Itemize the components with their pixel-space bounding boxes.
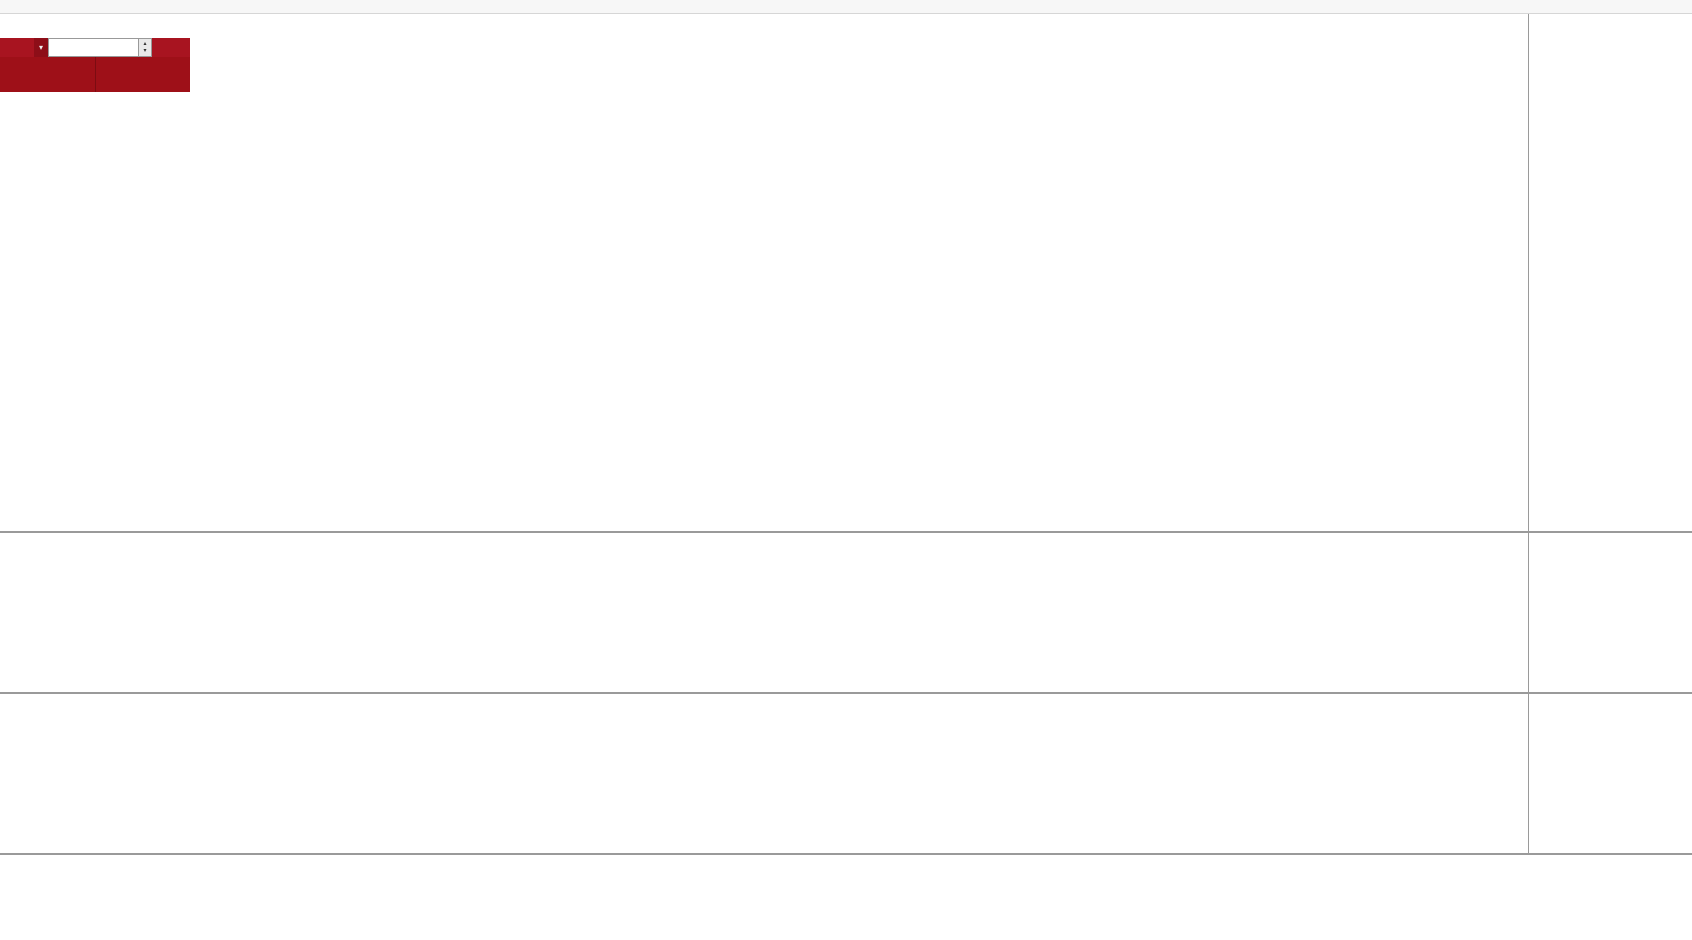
- stepper-down-icon: ▾: [143, 47, 147, 54]
- one-click-trading-panel: ▾ ▴ ▾: [0, 38, 190, 92]
- panel-separator[interactable]: [0, 692, 1692, 694]
- macd-canvas[interactable]: [0, 533, 1528, 692]
- volume-stepper[interactable]: ▴ ▾: [139, 38, 152, 57]
- axis-divider: [1528, 14, 1529, 855]
- chart-annotations-layer: [0, 14, 1528, 531]
- sell-button[interactable]: [0, 38, 34, 57]
- volume-input[interactable]: [48, 38, 139, 57]
- price-chart-canvas[interactable]: [0, 14, 1528, 531]
- rsi-canvas[interactable]: [0, 695, 1528, 853]
- macd-axis[interactable]: [1529, 533, 1591, 692]
- toolbar-icon-group: [0, 0, 1692, 14]
- price-chart-panel: ▾ ▴ ▾: [0, 14, 1528, 531]
- volume-dropdown-button[interactable]: ▾: [34, 38, 48, 57]
- rsi-axis[interactable]: [1529, 695, 1591, 853]
- price-axis[interactable]: [1529, 14, 1591, 531]
- bid-price[interactable]: [0, 57, 96, 92]
- macd-panel: [0, 533, 1528, 692]
- rsi-panel: [0, 695, 1528, 853]
- panel-separator[interactable]: [0, 853, 1692, 855]
- stepper-up-icon: ▴: [143, 40, 147, 47]
- ask-price[interactable]: [96, 57, 191, 92]
- buy-button[interactable]: [152, 38, 190, 57]
- time-axis[interactable]: [0, 855, 1692, 873]
- main-toolbar: [0, 0, 1692, 14]
- chevron-down-icon: ▾: [38, 43, 43, 52]
- panel-separator[interactable]: [0, 531, 1692, 533]
